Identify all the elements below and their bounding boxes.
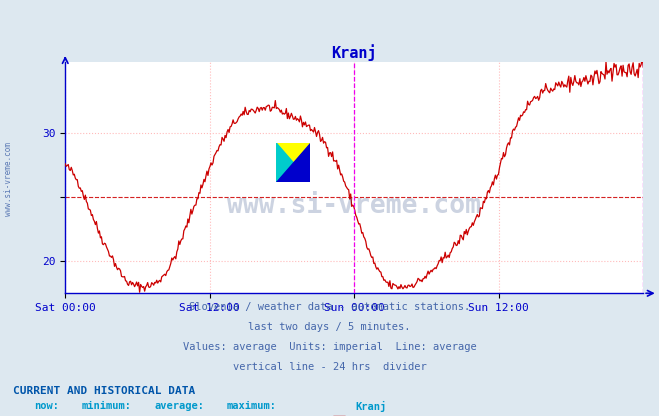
Text: www.si-vreme.com: www.si-vreme.com [4,142,13,216]
Text: minimum:: minimum: [82,401,132,411]
Text: last two days / 5 minutes.: last two days / 5 minutes. [248,322,411,332]
Polygon shape [276,143,310,183]
Text: Slovenia / weather data - automatic stations.: Slovenia / weather data - automatic stat… [189,302,470,312]
Polygon shape [276,143,310,183]
Text: average:: average: [154,401,204,411]
Text: maximum:: maximum: [227,401,277,411]
Text: Kranj: Kranj [356,401,387,413]
Title: Kranj: Kranj [331,45,377,61]
Text: Values: average  Units: imperial  Line: average: Values: average Units: imperial Line: av… [183,342,476,352]
Text: www.si-vreme.com: www.si-vreme.com [227,193,481,218]
Text: now:: now: [34,401,59,411]
Text: CURRENT AND HISTORICAL DATA: CURRENT AND HISTORICAL DATA [13,386,196,396]
Text: vertical line - 24 hrs  divider: vertical line - 24 hrs divider [233,362,426,371]
Polygon shape [276,143,310,183]
